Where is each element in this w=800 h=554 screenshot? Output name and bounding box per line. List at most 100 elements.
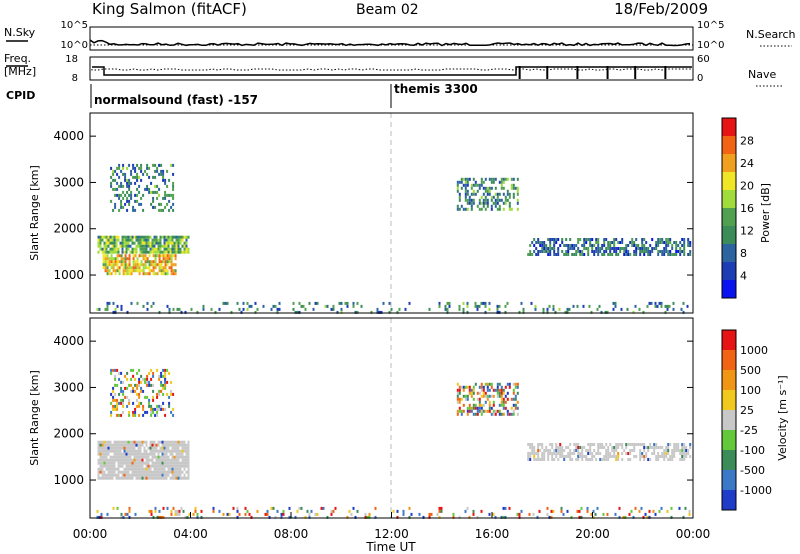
range-cell: [142, 413, 145, 417]
range-cell: [148, 175, 151, 179]
range-cell: [120, 254, 123, 258]
range-cell: [108, 257, 111, 261]
range-cell: [573, 253, 576, 256]
range-cell: [557, 238, 560, 241]
range-cell: [504, 304, 507, 308]
x-tick-label: 08:00: [274, 527, 309, 541]
range-cell: [159, 446, 162, 450]
range-cell: [591, 250, 594, 253]
range-cell: [101, 470, 104, 474]
range-cell: [506, 409, 509, 413]
range-cell: [631, 244, 634, 247]
range-cell: [464, 180, 467, 184]
range-cell: [537, 452, 540, 455]
range-cell: [111, 464, 114, 468]
range-cell: [681, 443, 684, 446]
range-cell: [152, 301, 155, 305]
range-cell: [150, 260, 153, 264]
range-cell: [97, 470, 100, 474]
range-cell: [147, 238, 150, 242]
range-cell: [115, 458, 118, 462]
range-cell: [555, 238, 558, 241]
range-cell: [141, 247, 144, 251]
range-cell: [514, 394, 517, 398]
range-cell: [152, 263, 155, 267]
range-cell: [122, 266, 125, 270]
range-cell: [154, 169, 157, 173]
range-cell: [183, 458, 186, 462]
range-cell: [654, 512, 657, 516]
range-cell: [541, 241, 544, 244]
range-cell: [136, 175, 139, 179]
range-cell: [139, 247, 142, 251]
range-cell: [177, 473, 180, 477]
range-cell: [246, 307, 249, 311]
range-cell: [581, 458, 584, 461]
colorbar-swatch: [722, 390, 736, 411]
range-cell: [111, 461, 114, 465]
range-cell: [153, 455, 156, 459]
range-cell: [172, 202, 175, 206]
range-cell: [135, 476, 138, 480]
range-cell: [316, 301, 319, 305]
range-cell: [549, 238, 552, 241]
range-cell: [157, 449, 160, 453]
range-cell: [136, 404, 139, 408]
range-cell: [120, 386, 123, 390]
range-cell: [585, 458, 588, 461]
range-cell: [169, 449, 172, 453]
range-cell: [490, 198, 493, 202]
range-cell: [122, 392, 125, 396]
range-cell: [164, 368, 167, 372]
range-cell: [149, 458, 152, 462]
range-cell: [288, 515, 291, 519]
range-cell: [156, 413, 159, 417]
range-cell: [569, 449, 572, 452]
range-cell: [116, 304, 119, 308]
range-cell: [131, 452, 134, 456]
range-cell: [679, 253, 682, 256]
range-cell: [138, 404, 141, 408]
range-cell: [543, 250, 546, 253]
range-cell: [456, 397, 459, 401]
range-cell: [119, 458, 122, 462]
range-cell: [633, 241, 636, 244]
y-tick-label: 1000: [53, 473, 84, 487]
range-cell: [559, 244, 562, 247]
range-cell: [141, 464, 144, 468]
range-cell: [112, 301, 115, 305]
range-cell: [472, 388, 475, 392]
range-cell: [128, 269, 131, 273]
range-cell: [140, 380, 143, 384]
range-cell: [658, 509, 661, 513]
range-cell: [537, 253, 540, 256]
range-cell: [516, 400, 519, 404]
range-cell: [175, 440, 178, 444]
range-cell: [677, 443, 680, 446]
range-cell: [139, 443, 142, 447]
freq-label: Freq.: [4, 52, 31, 65]
range-cell: [669, 250, 672, 253]
power-colorbar-label: Power [dB]: [759, 183, 772, 243]
range-cell: [159, 250, 162, 254]
range-cell: [642, 515, 645, 519]
range-cell: [673, 446, 676, 449]
range-cell: [116, 413, 119, 417]
range-cell: [127, 238, 130, 242]
range-cell: [114, 202, 117, 206]
range-cell: [282, 509, 285, 513]
range-cell: [159, 244, 162, 248]
range-cell: [133, 235, 136, 239]
range-cell: [146, 163, 149, 167]
range-cell: [106, 269, 109, 273]
range-cell: [123, 467, 126, 471]
range-cell: [132, 413, 135, 417]
range-cell: [134, 193, 137, 197]
range-cell: [168, 395, 171, 399]
range-cell: [112, 263, 115, 267]
range-cell: [591, 247, 594, 250]
range-cell: [683, 449, 686, 452]
range-cell: [179, 476, 182, 480]
range-cell: [484, 189, 487, 193]
range-cell: [152, 389, 155, 393]
